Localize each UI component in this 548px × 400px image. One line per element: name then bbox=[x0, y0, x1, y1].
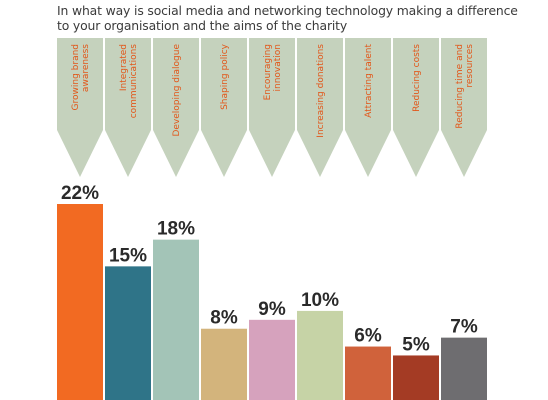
bar bbox=[345, 346, 391, 400]
category-arrow: Developing dialogue bbox=[153, 38, 199, 177]
bar bbox=[105, 266, 151, 400]
arrow-shape bbox=[393, 38, 439, 177]
data-label: 22% bbox=[61, 183, 99, 204]
category-arrow: Integratedcommunications bbox=[105, 38, 151, 177]
category-label: Integratedcommunications bbox=[119, 44, 139, 119]
category-arrow: Reducing costs bbox=[393, 38, 439, 177]
category-label: Growing brandawareness bbox=[71, 44, 91, 111]
category-arrow: Encouraginginnovation bbox=[249, 38, 295, 177]
category-label: Reducing time andresources bbox=[455, 44, 475, 129]
category-label: Shaping policy bbox=[220, 43, 230, 110]
category-arrow: Reducing time andresources bbox=[441, 38, 487, 177]
data-label: 15% bbox=[109, 245, 147, 266]
bar bbox=[249, 319, 295, 400]
bar bbox=[153, 239, 199, 400]
arrow-shape bbox=[345, 38, 391, 177]
chart-title: In what way is social media and networki… bbox=[57, 3, 518, 33]
category-label: Encouraginginnovation bbox=[263, 44, 283, 100]
data-label: 18% bbox=[157, 219, 195, 240]
category-label: Increasing donations bbox=[316, 44, 326, 138]
category-arrow: Shaping policy bbox=[201, 38, 247, 177]
bar bbox=[297, 310, 343, 400]
arrow-shape bbox=[297, 38, 343, 177]
category-arrow: Growing brandawareness bbox=[57, 38, 103, 177]
bar bbox=[393, 355, 439, 400]
arrow-shape bbox=[57, 38, 103, 177]
data-label: 6% bbox=[354, 326, 382, 347]
category-label: Developing dialogue bbox=[172, 44, 182, 137]
bar bbox=[57, 204, 103, 400]
category-label: Reducing costs bbox=[412, 44, 422, 112]
category-arrow: Attracting talent bbox=[345, 38, 391, 177]
data-label: 7% bbox=[450, 317, 478, 338]
data-label: 5% bbox=[402, 334, 430, 355]
bar bbox=[201, 328, 247, 400]
arrow-shape bbox=[153, 38, 199, 177]
arrow-shape bbox=[201, 38, 247, 177]
arrow-shape bbox=[105, 38, 151, 177]
category-label: Attracting talent bbox=[364, 44, 374, 118]
arrow-shape bbox=[249, 38, 295, 177]
data-label: 8% bbox=[210, 308, 238, 329]
bar bbox=[441, 337, 487, 400]
category-arrow: Increasing donations bbox=[297, 38, 343, 177]
arrow-shape bbox=[441, 38, 487, 177]
data-label: 10% bbox=[301, 290, 339, 311]
data-label: 9% bbox=[258, 299, 286, 320]
